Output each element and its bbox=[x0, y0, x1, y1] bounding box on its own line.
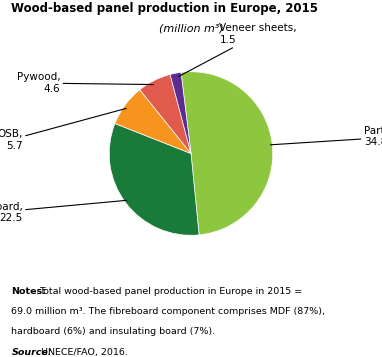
Text: hardboard (6%) and insulating board (7%).: hardboard (6%) and insulating board (7%)… bbox=[11, 327, 215, 336]
Text: (million m³): (million m³) bbox=[159, 23, 223, 33]
Text: Veneer sheets,
1.5: Veneer sheets, 1.5 bbox=[179, 24, 297, 76]
Text: Pywood,
4.6: Pywood, 4.6 bbox=[17, 72, 154, 94]
Text: 69.0 million m³. The fibreboard component comprises MDF (87%),: 69.0 million m³. The fibreboard componen… bbox=[11, 307, 325, 316]
Text: OSB,
5.7: OSB, 5.7 bbox=[0, 109, 126, 151]
Text: Notes:: Notes: bbox=[11, 287, 46, 296]
Wedge shape bbox=[140, 75, 191, 154]
Text: Total wood-based panel production in Europe in 2015 =: Total wood-based panel production in Eur… bbox=[39, 287, 303, 296]
Wedge shape bbox=[115, 90, 191, 154]
Wedge shape bbox=[181, 72, 273, 235]
Text: Fibreboard,
22.5: Fibreboard, 22.5 bbox=[0, 200, 126, 223]
Text: Particle board,
34.8: Particle board, 34.8 bbox=[270, 126, 382, 147]
Wedge shape bbox=[170, 72, 191, 154]
Text: Source:: Source: bbox=[11, 348, 52, 357]
Text: Wood-based panel production in Europe, 2015: Wood-based panel production in Europe, 2… bbox=[11, 2, 319, 15]
Wedge shape bbox=[109, 124, 199, 235]
Text: UNECE/FAO, 2016.: UNECE/FAO, 2016. bbox=[41, 348, 128, 357]
